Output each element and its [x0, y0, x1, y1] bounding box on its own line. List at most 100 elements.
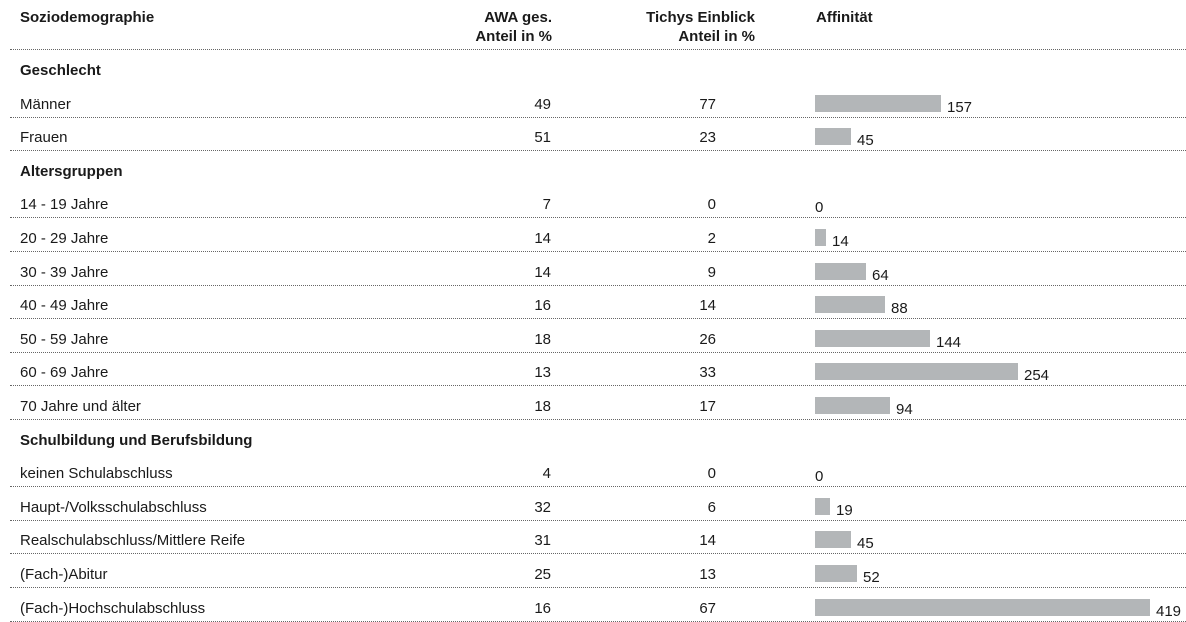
table-header: Soziodemographie AWA ges. Anteil in % Ti… [0, 0, 1186, 50]
awa-share-value: 16 [534, 297, 551, 315]
table-row-fach-abitur: (Fach-)Abitur 25 13 52 [0, 554, 1186, 588]
tichys-einblick-share-value: 33 [699, 364, 716, 382]
header-awa-line-1: AWA ges. [484, 9, 552, 26]
header-tichys-einblick-share: Tichys Einblick Anteil in % [600, 8, 755, 46]
row-label: (Fach-)Hochschulabschluss [20, 599, 206, 617]
table-row-fach-hochschulabschluss: (Fach-)Hochschulabschluss 16 67 419 [0, 588, 1186, 622]
affinity-value: 0 [815, 468, 824, 486]
row-label: 50 - 59 Jahre [20, 330, 109, 348]
affinity-bar [815, 262, 866, 280]
awa-share-value: 16 [534, 599, 551, 617]
row-divider [10, 351, 1186, 353]
table-row-30-39-jahre: 30 - 39 Jahre 14 9 64 [0, 252, 1186, 286]
row-label: Männer [20, 95, 71, 113]
tichys-einblick-share-value: 0 [707, 465, 716, 483]
row-label: 60 - 69 Jahre [20, 364, 109, 382]
row-divider [10, 385, 1186, 387]
affinity-bar [815, 531, 851, 549]
row-label: Realschulabschluss/Mittlere Reife [20, 532, 246, 550]
section-heading-schulbildung-und-berufsbildung: Schulbildung und Berufsbildung [0, 420, 1186, 454]
row-divider [10, 150, 1186, 152]
row-divider [10, 519, 1186, 521]
tichys-einblick-share-value: 0 [707, 196, 716, 214]
header-te-line-1: Tichys Einblick [646, 9, 755, 26]
table-row-realschulabschluss-mittlere-reife: Realschulabschluss/Mittlere Reife 31 14 45 [0, 520, 1186, 555]
section-heading-altersgruppen: Altersgruppen [0, 151, 1186, 185]
table-row-60-69-jahre: 60 - 69 Jahre 13 33 254 [0, 352, 1186, 387]
affinity-bar [815, 497, 830, 515]
tichys-einblick-share-value: 6 [707, 498, 716, 516]
affinity-bar [815, 94, 941, 112]
row-divider [10, 251, 1186, 252]
row-label: (Fach-)Abitur [20, 566, 108, 583]
tichys-einblick-share-value: 2 [707, 230, 716, 247]
row-divider [10, 217, 1186, 219]
affinity-bar [815, 229, 826, 246]
tichys-einblick-share-value: 26 [699, 330, 716, 348]
awa-share-value: 14 [534, 230, 551, 247]
awa-share-value: 4 [542, 465, 551, 483]
affinity-value: 144 [936, 333, 962, 351]
tichys-einblick-share-value: 13 [699, 566, 716, 583]
row-label: Frauen [20, 129, 68, 147]
affinity-bar [815, 128, 851, 146]
row-divider [10, 587, 1186, 588]
awa-share-value: 51 [534, 129, 551, 147]
affinity-value: 52 [863, 569, 880, 586]
header-affinity: Affinität [816, 9, 873, 26]
table-row-50-59-jahre: 50 - 59 Jahre 18 26 144 [0, 319, 1186, 353]
affinity-value: 45 [857, 132, 874, 150]
row-divider [10, 419, 1186, 420]
affinity-value: 157 [947, 98, 973, 116]
header-divider [10, 49, 1186, 50]
affinity-bar [815, 296, 885, 314]
row-label: 20 - 29 Jahre [20, 230, 109, 247]
affinity-value: 45 [857, 535, 874, 553]
section-heading-geschlecht: Geschlecht [0, 50, 1186, 84]
row-divider [10, 486, 1186, 488]
affinity-bar [815, 565, 857, 582]
affinity-value: 0 [815, 199, 824, 217]
row-divider [10, 116, 1186, 118]
awa-share-value: 25 [534, 566, 551, 583]
tichys-einblick-share-value: 14 [699, 532, 716, 550]
header-awa-line-2: Anteil in % [475, 28, 552, 45]
header-sociodemographics: Soziodemographie [20, 9, 155, 26]
affinity-value: 14 [832, 233, 849, 250]
awa-share-value: 32 [534, 498, 551, 516]
affinity-value: 254 [1024, 367, 1050, 385]
affinity-bar [815, 397, 890, 414]
row-divider [10, 318, 1186, 320]
tichys-einblick-share-value: 67 [699, 599, 716, 617]
awa-share-value: 18 [534, 330, 551, 348]
section-title: Geschlecht [20, 62, 101, 79]
awa-share-value: 14 [534, 263, 551, 281]
table-row-keinen-schulabschluss: keinen Schulabschluss 4 0 0 [0, 453, 1186, 488]
row-label: 14 - 19 Jahre [20, 196, 109, 214]
header-te-line-2: Anteil in % [678, 28, 755, 45]
awa-share-value: 18 [534, 398, 551, 415]
table-row-20-29-jahre: 20 - 29 Jahre 14 2 14 [0, 218, 1186, 252]
row-divider [10, 284, 1186, 286]
affinity-value: 19 [836, 501, 853, 519]
row-label: keinen Schulabschluss [20, 465, 173, 483]
affinity-value: 88 [891, 300, 908, 318]
awa-share-value: 13 [534, 364, 551, 382]
row-divider [10, 620, 1186, 622]
row-label: 30 - 39 Jahre [20, 263, 109, 281]
awa-share-value: 49 [534, 95, 551, 113]
row-label: 70 Jahre und älter [20, 398, 141, 415]
table-row-maenner: Männer 49 77 157 [0, 84, 1186, 118]
affinity-bar [815, 329, 930, 347]
affinity-value: 94 [896, 401, 913, 418]
tichys-einblick-share-value: 23 [699, 129, 716, 147]
section-title: Altersgruppen [20, 162, 123, 180]
affinity-value: 64 [872, 266, 889, 284]
section-title: Schulbildung und Berufsbildung [20, 431, 253, 449]
tichys-einblick-share-value: 14 [699, 297, 716, 315]
table-row-14-19-jahre: 14 - 19 Jahre 7 0 0 [0, 184, 1186, 219]
affinity-bar [815, 363, 1018, 381]
awa-share-value: 31 [534, 532, 551, 550]
tichys-einblick-share-value: 77 [699, 95, 716, 113]
